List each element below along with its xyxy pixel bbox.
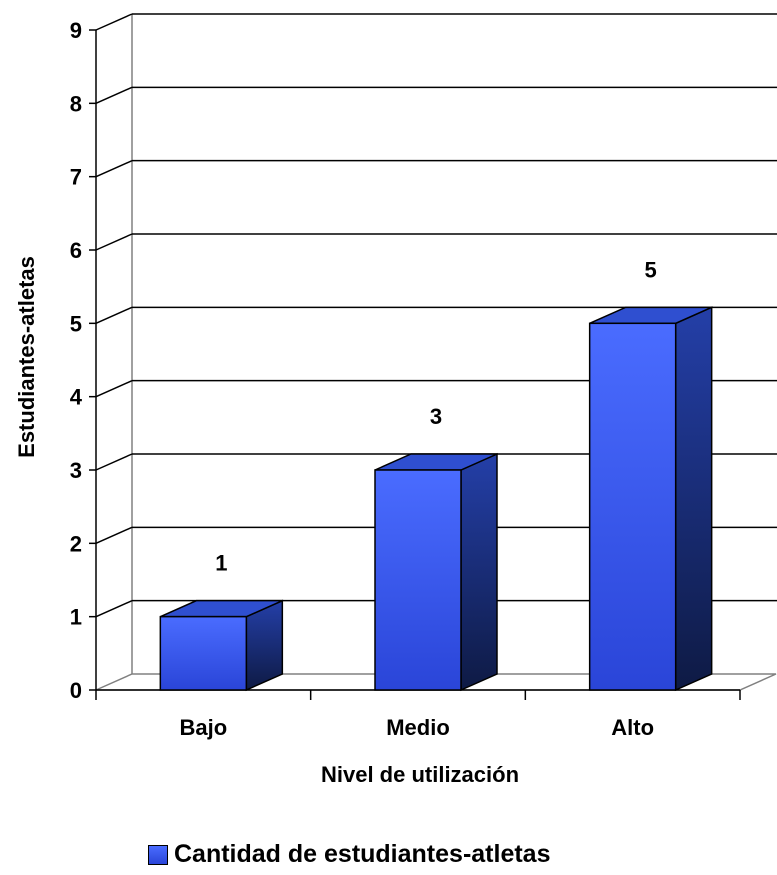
bar: [588, 306, 713, 692]
bar-front: [159, 615, 248, 691]
y-tick-label: 5: [70, 311, 82, 336]
gridline-depth: [95, 379, 133, 398]
gridline-depth: [95, 159, 133, 178]
bar-front: [374, 469, 462, 691]
gridline-depth: [95, 453, 133, 471]
y-tick-label: 9: [70, 18, 82, 43]
gridline-depth: [95, 13, 133, 31]
x-axis-title: Nivel de utilización: [321, 762, 519, 787]
bar-side: [674, 306, 713, 692]
legend-label: Cantidad de estudiantes-atletas: [174, 840, 551, 868]
y-tick-label: 6: [70, 238, 82, 263]
y-tick-label: 0: [70, 678, 82, 703]
x-tick-label: Alto: [611, 715, 654, 740]
y-tick-label: 1: [70, 605, 82, 630]
gridline-depth: [95, 599, 133, 618]
y-tick-label: 8: [70, 91, 82, 116]
bar-front: [588, 322, 677, 691]
y-tick-label: 3: [70, 458, 82, 483]
x-tick-label: Bajo: [179, 715, 227, 740]
gridline-depth: [95, 306, 133, 325]
gridline-depth: [95, 526, 133, 545]
y-tick-label: 2: [70, 531, 82, 556]
data-label: 1: [215, 551, 227, 576]
gridline-depth: [95, 233, 133, 251]
bar: [374, 452, 498, 692]
legend: Cantidad de estudiantes-atletas: [148, 840, 550, 869]
y-axis-title: Estudiantes-atletas: [14, 256, 39, 458]
data-label: 3: [430, 404, 442, 429]
legend-swatch: [148, 844, 168, 865]
x-tick-label: Medio: [386, 715, 450, 740]
y-tick-label: 4: [70, 385, 83, 410]
bar: [159, 599, 284, 692]
data-label: 5: [645, 257, 657, 282]
bar-side: [460, 452, 498, 692]
gridline-depth: [95, 86, 133, 105]
y-tick-label: 7: [70, 165, 82, 190]
